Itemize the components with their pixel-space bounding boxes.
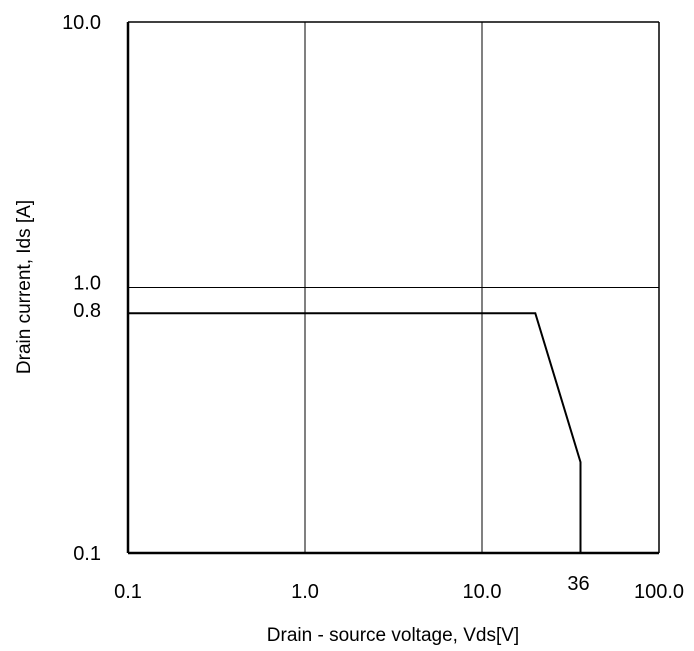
grid-lines xyxy=(128,22,659,553)
series-group xyxy=(128,312,582,553)
y-axis-label: Drain current, Ids [A] xyxy=(14,200,35,374)
tick-labels: 0.1 1.0 10.0 36 100.0 0.1 0.8 1.0 10.0 xyxy=(62,12,684,603)
y-tick-label: 0.8 xyxy=(73,300,101,322)
soa-boundary-line xyxy=(128,312,582,553)
x-tick-label: 0.1 xyxy=(114,581,142,603)
y-tick-label: 1.0 xyxy=(73,273,101,295)
x-axis-label: Drain - source voltage, Vds[V] xyxy=(267,625,519,646)
x-tick-label: 1.0 xyxy=(291,581,319,603)
x-tick-label: 10.0 xyxy=(463,581,502,603)
y-tick-label: 0.1 xyxy=(73,543,101,565)
y-tick-label: 10.0 xyxy=(62,12,101,34)
axes xyxy=(126,21,660,555)
x-tick-label: 36 xyxy=(567,573,589,595)
x-tick-label: 100.0 xyxy=(634,581,684,603)
